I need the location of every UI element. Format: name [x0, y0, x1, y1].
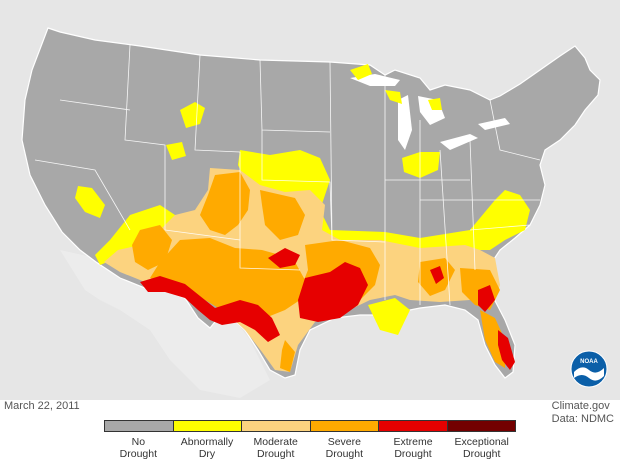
legend-swatch-extreme	[379, 420, 448, 432]
legend-swatch-severe	[310, 420, 379, 432]
legend-label-exceptional: Exceptional Drought	[454, 436, 509, 460]
great-lakes	[350, 74, 510, 150]
legend-label-moderate: Moderate Drought	[253, 436, 298, 460]
credit-data: Data: NDMC	[551, 413, 614, 425]
legend-label-severe: Severe Drought	[325, 436, 364, 460]
credit: Climate.gov Data: NDMC	[552, 400, 614, 426]
legend-swatch-exceptional	[447, 420, 516, 432]
extreme-drought-areas	[140, 248, 515, 370]
legend-swatch-abnormally-dry	[173, 420, 242, 432]
state-borders	[34, 44, 541, 306]
legend-label-abnormally-dry: Abnormally Dry	[180, 436, 234, 460]
drought-map	[0, 0, 620, 400]
legend-label-no-drought: No Drought	[119, 436, 158, 460]
severe-drought-areas	[132, 172, 505, 372]
map-date: March 22, 2011	[4, 400, 80, 412]
svg-text:NOAA: NOAA	[580, 359, 598, 365]
legend-swatch-moderate	[242, 420, 311, 432]
noaa-logo-icon: NOAA	[570, 350, 608, 388]
credit-source: Climate.gov	[551, 400, 610, 412]
legend-color-bar	[104, 420, 516, 432]
legend-label-extreme: Extreme Drought	[393, 436, 433, 460]
legend-swatch-no-drought	[104, 420, 174, 432]
legend-labels: No Drought Abnormally Dry Moderate Drought …	[104, 436, 516, 460]
